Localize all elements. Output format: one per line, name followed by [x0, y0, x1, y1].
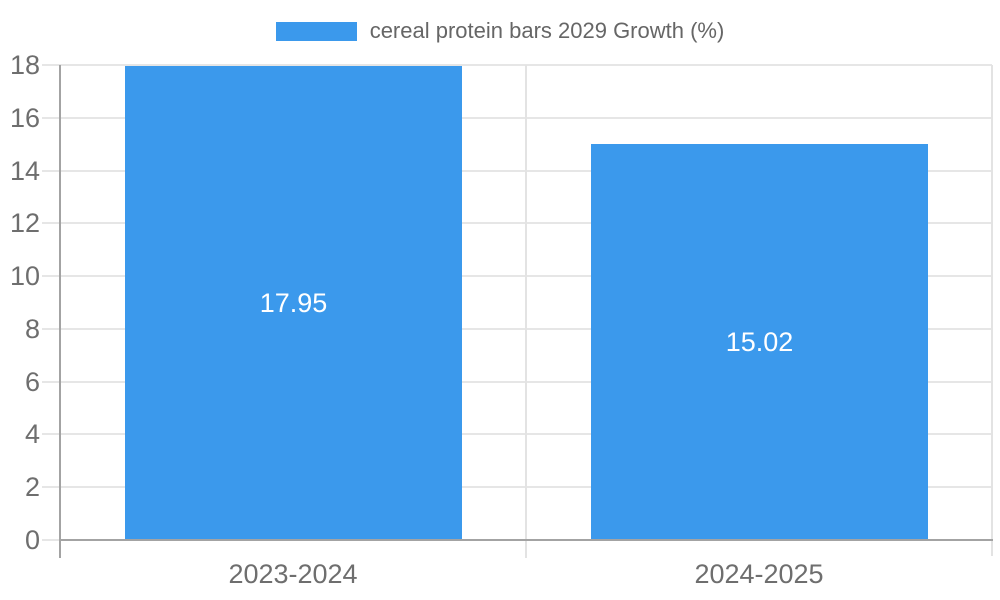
- y-tick-label: 16: [9, 102, 40, 133]
- y-tick-label: 18: [9, 50, 40, 80]
- bar[interactable]: [591, 143, 928, 540]
- y-gridline: [42, 222, 992, 225]
- x-tick-label: 2024-2025: [694, 559, 824, 589]
- legend-label: cereal protein bars 2029 Growth (%): [369, 18, 725, 43]
- y-tick-label: 8: [24, 313, 40, 344]
- axis-border-bottom: [60, 539, 993, 541]
- y-tick-label: 4: [24, 419, 40, 450]
- y-tick-label: 2: [24, 472, 40, 503]
- y-tick-label: 14: [9, 155, 40, 186]
- y-gridline: [42, 327, 992, 330]
- bar-value-label: 17.95: [259, 288, 328, 318]
- y-gridline: [42, 64, 992, 66]
- y-gridline: [42, 275, 992, 278]
- y-gridline: [42, 116, 992, 119]
- bar[interactable]: [125, 66, 462, 540]
- bar-value-label: 15.02: [725, 327, 794, 357]
- y-gridline: [42, 433, 992, 436]
- chart-legend[interactable]: cereal protein bars 2029 Growth (%): [0, 18, 1000, 44]
- y-tick-label: 0: [24, 525, 40, 555]
- y-tick-label: 10: [9, 261, 40, 292]
- y-tick-label: 12: [9, 208, 40, 239]
- y-gridline: [42, 169, 992, 172]
- plot-right-border: [991, 65, 993, 556]
- x-tick-label: 2023-2024: [228, 559, 358, 589]
- y-gridline: [42, 380, 992, 383]
- axis-border-left: [59, 65, 61, 558]
- category-separator: [525, 65, 527, 558]
- y-tick-label: 6: [24, 366, 40, 397]
- legend-swatch: [275, 21, 357, 41]
- y-gridline: [42, 486, 992, 489]
